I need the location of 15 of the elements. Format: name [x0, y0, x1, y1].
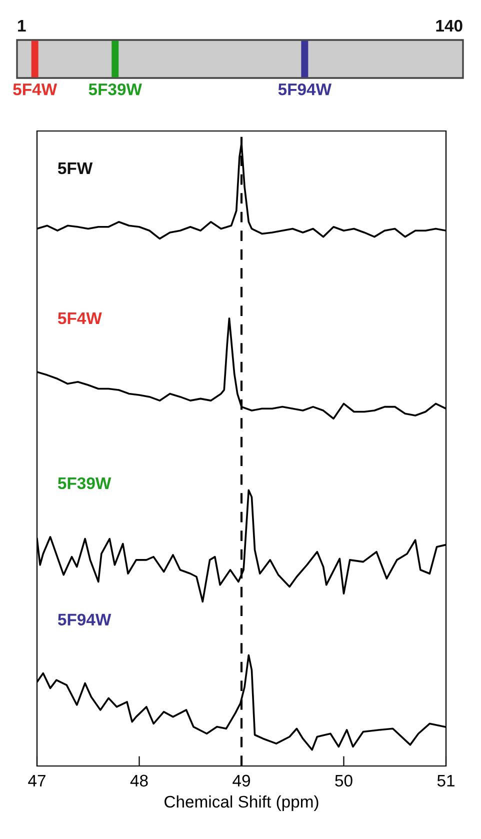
- x-axis-title: Chemical Shift (ppm): [164, 795, 318, 811]
- annotation: 5F4W: [58, 312, 102, 324]
- text: 5F39W: [88, 83, 142, 96]
- text: 140: [436, 20, 462, 32]
- text: 5F4W: [13, 84, 58, 96]
- x-tick-label: 51: [437, 774, 454, 787]
- x-tick-label: 48: [130, 774, 148, 787]
- text: 5F94W: [278, 83, 332, 96]
- annotation: 5FW: [58, 162, 93, 174]
- annotation: 5F39W: [58, 477, 112, 490]
- text: 1: [18, 20, 26, 32]
- annotation: 5F94W: [58, 614, 112, 626]
- x-tick-label: 50: [335, 774, 352, 787]
- x-tick-label: 47: [28, 774, 46, 786]
- x-tick-label: 49: [232, 774, 250, 787]
